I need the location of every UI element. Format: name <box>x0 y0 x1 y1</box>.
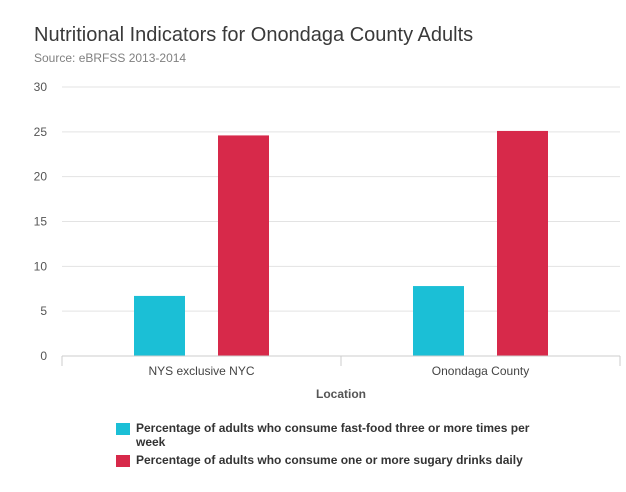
bar-1-series-0[interactable] <box>413 286 464 356</box>
legend-swatch-fast-food <box>116 423 130 435</box>
x-category-label-0: NYS exclusive NYC <box>148 364 254 378</box>
legend-item-sugary-drinks[interactable]: Percentage of adults who consume one or … <box>116 453 546 467</box>
y-tick-label-10: 10 <box>34 259 48 273</box>
y-tick-label-20: 20 <box>34 170 48 184</box>
bars <box>134 130 548 356</box>
y-tick-label-0: 0 <box>40 349 47 363</box>
x-axis-title: Location <box>316 387 366 401</box>
x-axis: NYS exclusive NYC Onondaga County <box>61 355 621 378</box>
legend-item-fast-food[interactable]: Percentage of adults who consume fast-fo… <box>116 421 546 449</box>
y-tick-label-25: 25 <box>34 125 48 139</box>
bar-0-series-0[interactable] <box>134 295 185 356</box>
chart-subtitle: Source: eBRFSS 2013-2014 <box>34 51 187 65</box>
bar-1-series-1[interactable] <box>497 130 548 356</box>
y-axis-ticks: 0 5 10 15 20 25 30 <box>34 80 48 363</box>
bar-0-series-1[interactable] <box>218 135 269 356</box>
x-category-label-1: Onondaga County <box>432 364 529 378</box>
legend-label-sugary-drinks: Percentage of adults who consume one or … <box>136 453 523 467</box>
y-tick-label-15: 15 <box>34 215 48 229</box>
legend-swatch-sugary-drinks <box>116 455 130 467</box>
legend: Percentage of adults who consume fast-fo… <box>116 421 546 471</box>
plot-area: 0 5 10 15 20 25 30 NYS exclusive NYC Onondaga C… <box>34 80 621 401</box>
chart-title: Nutritional Indicators for Onondaga Coun… <box>34 24 474 46</box>
y-tick-label-5: 5 <box>40 304 47 318</box>
legend-label-fast-food: Percentage of adults who consume fast-fo… <box>136 421 530 449</box>
y-tick-label-30: 30 <box>34 80 48 94</box>
